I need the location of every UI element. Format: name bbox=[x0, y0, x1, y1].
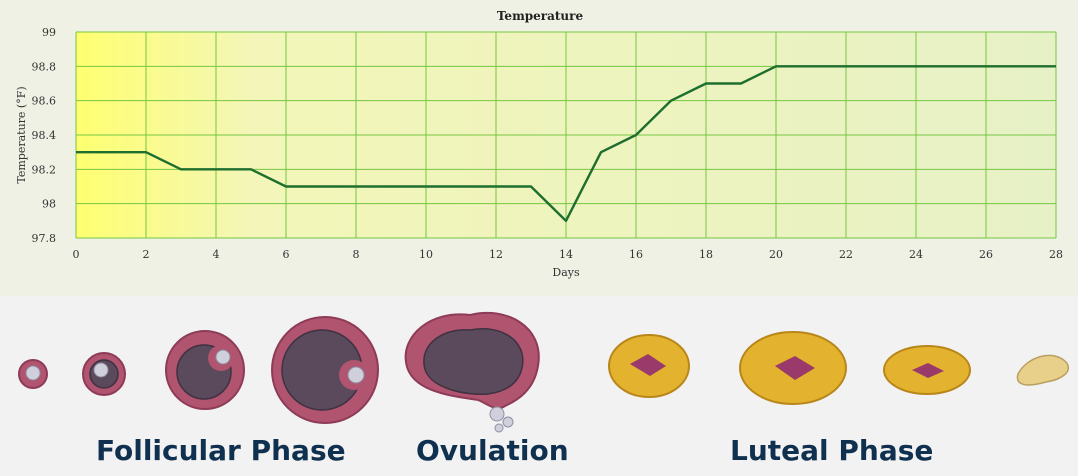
x-axis-label: Days bbox=[552, 266, 580, 279]
ovulating-follicle bbox=[404, 311, 540, 433]
y-tick-label: 98.8 bbox=[32, 60, 57, 73]
x-tick-label: 22 bbox=[839, 248, 853, 261]
corpus-luteum-early bbox=[608, 334, 690, 398]
x-tick-label: 16 bbox=[629, 248, 643, 261]
x-tick-label: 18 bbox=[699, 248, 713, 261]
x-tick-label: 0 bbox=[73, 248, 80, 261]
corpus-luteum-mature bbox=[739, 331, 847, 405]
corpus-albicans bbox=[1016, 354, 1069, 386]
corpus-luteum-regressing bbox=[883, 345, 971, 395]
phase-label-ovulation: Ovulation bbox=[416, 434, 569, 467]
x-tick-label: 20 bbox=[769, 248, 783, 261]
primary-follicle bbox=[82, 352, 126, 396]
tertiary-follicle bbox=[271, 316, 379, 424]
y-tick-label: 98.2 bbox=[32, 163, 57, 176]
y-tick-label: 98.6 bbox=[32, 95, 57, 108]
temperature-chart: 0 2 4 6 8 10 12 14 16 18 20 22 24 26 2897.89898.298.49… bbox=[15, 9, 1064, 279]
x-tick-label: 28 bbox=[1049, 248, 1063, 261]
secondary-follicle bbox=[165, 330, 245, 410]
temperature-line bbox=[76, 65, 1056, 223]
primordial-follicle-small bbox=[18, 359, 48, 389]
chart-title: Temperature bbox=[497, 9, 584, 23]
phase-label-follicular: Follicular Phase bbox=[96, 434, 346, 467]
series-lines bbox=[76, 65, 1056, 223]
x-tick-label: 2 bbox=[143, 248, 150, 261]
y-tick-label: 97.8 bbox=[32, 232, 57, 245]
y-tick-label: 98.4 bbox=[32, 129, 57, 142]
x-tick-label: 10 bbox=[419, 248, 433, 261]
x-tick-label: 6 bbox=[283, 248, 290, 261]
y-tick-label: 98 bbox=[42, 198, 56, 211]
x-tick-label: 12 bbox=[489, 248, 503, 261]
phase-label-luteal: Luteal Phase bbox=[730, 434, 934, 467]
follicle-illustrations bbox=[18, 311, 1069, 433]
y-axis-label: Temperature (°F) bbox=[15, 86, 28, 183]
y-tick-label: 99 bbox=[42, 26, 56, 39]
x-tick-label: 26 bbox=[979, 248, 993, 261]
x-tick-label: 8 bbox=[353, 248, 360, 261]
x-tick-label: 14 bbox=[559, 248, 573, 261]
tick-labels: 0 2 4 6 8 10 12 14 16 18 20 22 24 26 2897.89898.298.49… bbox=[32, 26, 1064, 261]
x-tick-label: 24 bbox=[909, 248, 923, 261]
x-tick-label: 4 bbox=[213, 248, 220, 261]
